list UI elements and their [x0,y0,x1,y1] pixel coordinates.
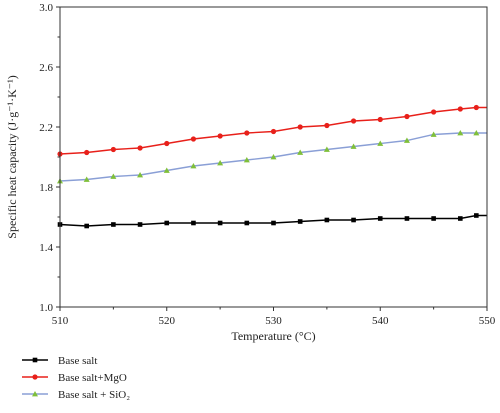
series-2-point [350,118,357,124]
series-1-point [324,217,330,223]
series-1-point [244,220,250,226]
x-tick-label: 540 [372,315,389,327]
legend-swatch-marker [32,374,38,380]
series-3-point [190,163,197,169]
series-3-point [297,149,304,155]
series-1-point [191,220,196,226]
y-tick-label: 1.8 [39,182,53,194]
series-1-point [431,216,436,221]
series-1-point [271,220,276,226]
series-3-point [243,157,250,163]
series-3-point [473,130,480,136]
series-3 [57,130,487,184]
series-3-point [163,167,170,173]
series-2 [57,104,487,157]
legend-label: Base salt + SiO₂ [58,389,130,401]
series-1-point [351,217,356,223]
series-2-point [297,124,303,130]
legend-swatch-marker [32,391,38,397]
series-1-point [84,223,89,229]
series-3-point [377,140,384,146]
series-1-point [297,219,303,224]
legend-item-3: Base salt + SiO₂ [22,389,130,401]
legend-item-2: Base salt+MgO [22,372,127,384]
x-tick-label: 550 [479,315,496,327]
series-2-point [377,116,383,123]
series-3-point [430,131,437,137]
y-axis-title: Specific heat capacity (J·g⁻¹·K⁻¹) [5,75,19,238]
series-2-point [244,130,250,136]
series-1 [57,213,487,229]
legend: Base salt Base salt+MgO Base salt + SiO₂ [22,355,130,401]
axes: 510 520 530 540 550 1.0 1.4 1.8 2.2 2.6 3.0 Tempera… [5,2,496,343]
series-2-point [431,109,437,115]
series-1-point [217,220,223,226]
legend-swatch-marker [32,357,38,363]
series-1-point [404,216,410,221]
series-2-point [190,136,197,142]
series-3-point [270,154,277,160]
plot-area [57,104,487,229]
series-3-point [137,172,144,178]
series-2-point [457,106,463,112]
series-2-point [110,146,116,153]
series-2-point [270,128,277,135]
series-3-point [323,146,330,152]
y-tick-label: 1.4 [39,242,53,254]
series-2-point [324,122,330,129]
series-3-point [217,160,224,166]
series-2-point [137,145,143,151]
series-1-point [377,216,383,221]
x-tick-label: 520 [159,315,176,327]
series-2-point [217,133,223,139]
series-3-point [350,143,357,149]
legend-item-1: Base salt [22,355,97,367]
legend-label: Base salt [58,355,97,367]
series-2-point [84,149,90,156]
series-2-point [473,104,479,111]
series-3-line [59,132,487,182]
y-tick-label: 1.0 [39,302,53,314]
series-2-line [59,106,487,155]
y-tick-label: 3.0 [39,2,53,14]
series-3-point [403,137,410,143]
series-3-point [110,173,117,179]
series-1-point [458,216,463,221]
x-axis-title: Temperature (°C) [231,329,315,343]
y-tick-label: 2.2 [39,122,53,134]
legend-label: Base salt+MgO [58,372,127,384]
series-1-point [111,222,116,227]
series-3-point [83,176,90,182]
series-3-point [457,130,464,136]
series-1-point [164,220,170,226]
series-1-line [59,214,487,227]
series-2-point [164,140,170,147]
series-1-point [474,213,479,218]
series-1-point [137,222,143,227]
x-tick-label: 530 [265,315,282,327]
y-tick-label: 2.6 [39,62,53,74]
series-2-point [404,113,410,120]
x-tick-label: 510 [52,315,69,327]
